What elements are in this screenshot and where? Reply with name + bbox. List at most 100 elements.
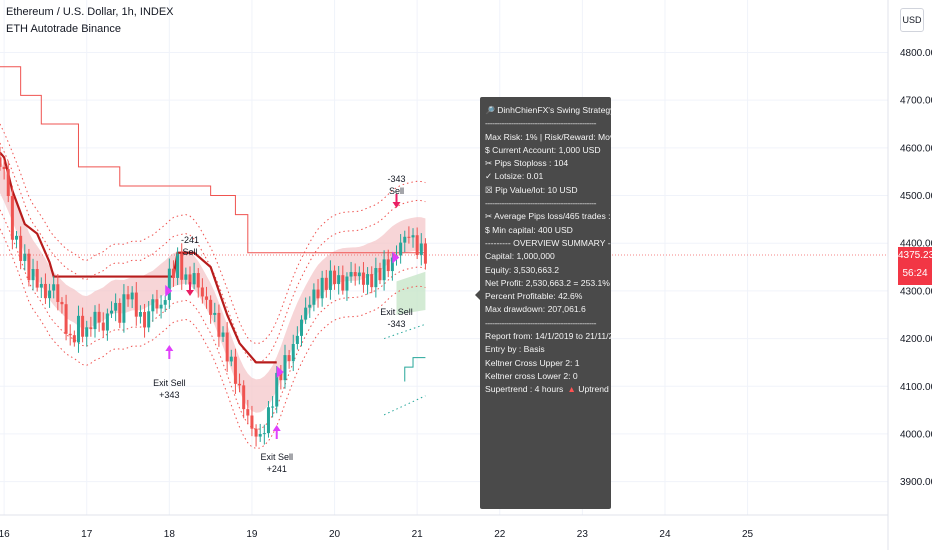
candle-body bbox=[52, 284, 56, 291]
candle-body bbox=[304, 307, 308, 320]
trade-label-line: +241 bbox=[266, 464, 287, 474]
tooltip-text: ----------------------------------------… bbox=[485, 198, 597, 209]
candle-body bbox=[97, 311, 101, 323]
tooltip-line: --------- OVERVIEW SUMMARY --------- bbox=[485, 237, 611, 250]
tooltip-line: Supertrend : 4 hours ▲ Uptrend bbox=[485, 383, 609, 396]
trade-label-line: -241 bbox=[180, 235, 199, 245]
candle-body bbox=[233, 356, 237, 384]
candle-body bbox=[138, 311, 142, 317]
chart-title: Ethereum / U.S. Dollar, 1h, INDEX bbox=[6, 6, 174, 18]
candle-body bbox=[200, 287, 204, 297]
candle-body bbox=[192, 273, 196, 285]
candle-body bbox=[209, 299, 213, 315]
candle-body bbox=[287, 355, 291, 362]
candle-body bbox=[419, 243, 423, 256]
trade-label-line: Sell bbox=[182, 247, 198, 257]
candle-body bbox=[221, 332, 225, 337]
tooltip-separator: ----------------------------------------… bbox=[485, 197, 607, 210]
candle-body bbox=[60, 301, 64, 305]
candle-body bbox=[126, 294, 130, 300]
candle-body bbox=[370, 274, 374, 288]
candle-body bbox=[176, 253, 180, 278]
candles bbox=[0, 146, 427, 447]
candle-body bbox=[72, 335, 76, 343]
candle-body bbox=[23, 253, 27, 261]
tooltip-text: Supertrend : 4 hours bbox=[485, 384, 564, 395]
candle-body bbox=[118, 302, 122, 323]
candle-body bbox=[271, 406, 275, 408]
sell-arrow-icon bbox=[392, 194, 401, 208]
tooltip-text: Net Profit: 2,530,663.2 = 253.1% bbox=[485, 277, 610, 288]
tooltip-text: Percent Profitable: 42.6% bbox=[485, 291, 583, 302]
candle-body bbox=[300, 319, 304, 336]
tooltip-text: $ Min capital: 400 USD bbox=[485, 224, 573, 235]
tooltip-line: Percent Profitable: 42.6% bbox=[485, 290, 607, 303]
tooltip-line: Equity: 3,530,663.2 bbox=[485, 264, 607, 277]
candle-body bbox=[130, 292, 134, 300]
trade-label-line: Exit Sell bbox=[153, 378, 186, 388]
candle-body bbox=[291, 343, 295, 362]
candle-body bbox=[27, 253, 31, 281]
candle-body bbox=[324, 277, 328, 290]
tooltip-text: DinhChienFX's Swing Strategy bbox=[497, 105, 611, 115]
candle-body bbox=[378, 268, 382, 281]
magnifier-icon: 🔎 bbox=[485, 106, 498, 115]
candle-body bbox=[333, 270, 337, 285]
tooltip-line: ✂ Pips Stoploss : 104 bbox=[485, 157, 607, 170]
entry-marker-icon bbox=[276, 365, 284, 378]
trade-label-line: -343 bbox=[387, 319, 406, 329]
candle-body bbox=[407, 236, 411, 238]
tooltip-line: Keltner Cross Upper 2: 1 bbox=[485, 357, 607, 370]
tooltip-line: Keltner cross Lower 2: 0 bbox=[485, 370, 607, 383]
price-tick-label: 4300.00 bbox=[900, 286, 932, 297]
trade-label-line: Sell bbox=[388, 186, 405, 196]
candle-body bbox=[2, 166, 6, 170]
candle-body bbox=[85, 327, 89, 337]
tooltip-line: Max drawdown: 207,061.6 bbox=[485, 303, 607, 316]
price-tick-label: 4000.00 bbox=[900, 429, 932, 440]
exit-arrow-icon bbox=[272, 425, 281, 439]
tooltip-text: Capital: 1,000,000 bbox=[485, 251, 555, 262]
last-price: 4375.23 bbox=[898, 250, 932, 261]
tooltip-text: ----------------------------------------… bbox=[485, 317, 597, 328]
candle-body bbox=[279, 372, 283, 381]
price-tick-label: 4800.00 bbox=[900, 48, 932, 59]
trade-label-line: -343 bbox=[387, 174, 406, 184]
tooltip-text: Keltner Cross Upper 2: 1 bbox=[485, 357, 580, 368]
candle-body bbox=[56, 284, 60, 302]
price-tick-label: 4400.00 bbox=[900, 239, 932, 250]
candle-body bbox=[382, 259, 386, 281]
candle-body bbox=[308, 304, 312, 308]
tooltip-line: Net Profit: 2,530,663.2 = 253.1% bbox=[485, 277, 610, 290]
candle-body bbox=[184, 274, 188, 280]
tooltip-text: --------- OVERVIEW SUMMARY --------- bbox=[485, 237, 611, 248]
candle-body bbox=[64, 304, 68, 334]
candle-body bbox=[213, 312, 217, 315]
trade-label-exit-1: Exit Sell +343 bbox=[153, 377, 186, 401]
tooltip-text: Entry by : Basis bbox=[485, 344, 545, 355]
currency-button[interactable]: USD bbox=[900, 8, 924, 32]
candle-body bbox=[242, 385, 246, 410]
indicator-name[interactable]: ETH Autotrade Binance bbox=[6, 23, 121, 35]
time-tick-label: 22 bbox=[494, 529, 506, 540]
candle-body bbox=[143, 311, 147, 328]
trade-label-exit-2: Exit Sell +241 bbox=[260, 451, 293, 475]
tooltip-text: Equity: 3,530,663.2 bbox=[485, 264, 560, 275]
candle-body bbox=[386, 259, 390, 272]
tooltip-line: ☒ Pip Value/lot: 10 USD bbox=[485, 184, 607, 197]
candle-body bbox=[328, 270, 332, 290]
time-tick-label: 21 bbox=[412, 529, 424, 540]
candle-body bbox=[403, 236, 407, 243]
candle-body bbox=[225, 332, 229, 362]
candle-body bbox=[399, 242, 403, 256]
tooltip-text: ✓ Lotsize: 0.01 bbox=[485, 171, 544, 182]
candle-body bbox=[357, 272, 361, 277]
candle-body bbox=[349, 272, 353, 277]
candle-body bbox=[171, 268, 175, 278]
candle-body bbox=[0, 157, 2, 167]
trade-label-exit-3: Exit Sell -343 bbox=[380, 306, 413, 330]
lower-green-dotted bbox=[383, 323, 426, 340]
tooltip-text: Max drawdown: 207,061.6 bbox=[485, 304, 586, 315]
trade-label-sell-1: -241 Sell bbox=[181, 234, 199, 258]
